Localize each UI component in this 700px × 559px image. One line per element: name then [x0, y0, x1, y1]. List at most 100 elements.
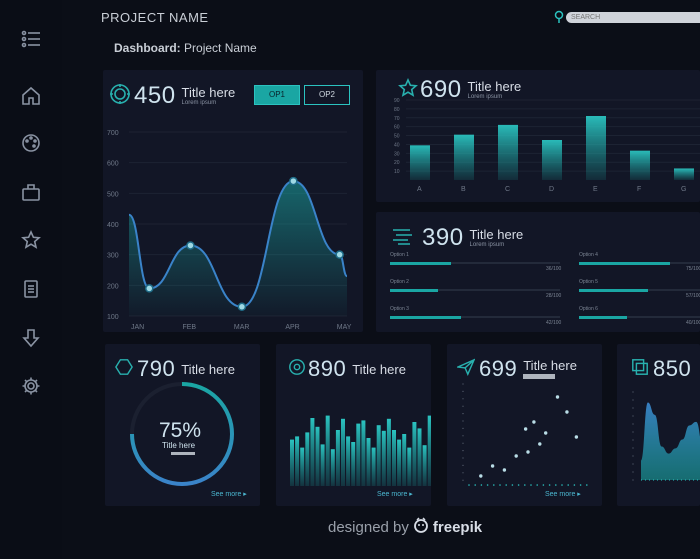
data-point: [289, 176, 298, 186]
search-bar[interactable]: [553, 9, 700, 25]
y-tick-label: 80: [394, 107, 400, 113]
y-tick-label: 200: [107, 283, 119, 290]
x-axis-tick: [548, 484, 551, 486]
scatter-point: [523, 427, 528, 431]
x-axis-tick: [524, 484, 526, 486]
breadcrumb-label: Dashboard:: [114, 41, 181, 55]
y-tick-label: 100: [107, 314, 119, 321]
bar-title: Title here: [467, 79, 522, 94]
y-axis-tick: [632, 479, 634, 481]
donut-arc: [130, 382, 234, 486]
option-progress-fill: [579, 288, 648, 292]
scatter-point: [532, 420, 536, 424]
donut-percent: 75%: [159, 419, 202, 442]
see-more-link[interactable]: See more ▸: [377, 491, 413, 498]
y-tick-label: 400: [107, 222, 119, 229]
x-axis-tick: [511, 484, 514, 486]
briefcase-icon[interactable]: [19, 180, 43, 204]
main-area-chart: 100 200 300 400 500 600 700 JAN FEB MAR APR MAY: [107, 130, 352, 331]
option-value: 36/100: [546, 266, 562, 272]
y-axis-tick: [462, 457, 464, 459]
y-tick-label: 50: [394, 134, 400, 140]
document-icon[interactable]: [19, 277, 43, 301]
options-value: 390: [422, 224, 464, 251]
sun-icon: [288, 358, 306, 381]
y-axis-tick: [632, 415, 634, 417]
footer-prefix: designed by: [328, 518, 409, 536]
breadcrumb: Dashboard: Project Name: [114, 41, 257, 55]
footer-brand: freepik: [432, 518, 483, 536]
donut-title: Title here: [181, 361, 235, 377]
y-tick-label: 500: [107, 191, 119, 198]
column-bar: [371, 447, 376, 486]
y-axis-tick: [462, 472, 464, 474]
paper-plane-icon: [455, 357, 476, 381]
download-icon[interactable]: [19, 326, 43, 350]
options-panel: 390 Title here Lorem ipsum Option 1 36/10…: [376, 212, 700, 332]
columns-chart: [290, 415, 431, 486]
column-bar: [295, 436, 300, 486]
main-chart-panel: 450 Title here Lorem ipsum OP1 OP2 100 20…: [103, 70, 363, 332]
x-axis-tick: [579, 484, 582, 486]
x-tick-label: D: [549, 186, 554, 193]
bar-subtitle: Lorem ipsum: [467, 94, 503, 100]
op1-button[interactable]: OP1: [254, 85, 300, 105]
column-bar: [427, 415, 431, 486]
x-axis-tick: [474, 484, 476, 486]
location-pin-icon: [553, 10, 565, 24]
option-value: 57/100: [686, 293, 700, 299]
home-icon[interactable]: [19, 84, 43, 108]
donut-panel: 790 Title here 75% Title here See more ▸: [105, 344, 260, 506]
option-value: 42/100: [546, 320, 562, 326]
column-bar: [335, 430, 340, 486]
data-point: [335, 250, 344, 259]
gear-icon[interactable]: [19, 374, 43, 398]
y-axis-tick: [632, 391, 634, 393]
hexagon-icon: [115, 358, 133, 381]
option-progress-fill: [390, 315, 462, 319]
column-bar: [320, 444, 325, 486]
bar: [630, 150, 650, 180]
layers-icon: [390, 226, 414, 251]
y-axis-tick: [462, 479, 464, 481]
area-fill: [641, 402, 700, 480]
y-axis-tick: [462, 413, 464, 415]
menu-icon[interactable]: [19, 27, 43, 51]
y-axis-tick: [462, 450, 464, 452]
see-more-link[interactable]: See more ▸: [545, 491, 581, 498]
column-bar: [417, 428, 422, 486]
x-axis-tick: [480, 484, 483, 486]
x-tick-label: JAN: [131, 324, 144, 331]
donut-value: 790: [137, 356, 176, 381]
y-axis-tick: [462, 464, 464, 466]
area2-chart: [632, 391, 700, 481]
column-bar: [330, 449, 335, 486]
search-input[interactable]: [566, 12, 700, 23]
option-progress-fill: [579, 261, 670, 265]
option-progress-fill: [390, 288, 438, 292]
column-bar: [381, 430, 386, 486]
y-axis-tick: [462, 383, 464, 385]
column-bar: [376, 425, 381, 486]
scatter-point: [555, 395, 560, 399]
option-label: Option 2: [390, 279, 409, 285]
y-axis-tick: [462, 398, 464, 400]
x-axis-tick: [530, 484, 532, 486]
y-tick-label: 10: [394, 169, 400, 175]
see-more-link[interactable]: See more ▸: [211, 491, 247, 498]
column-bar: [361, 420, 366, 486]
star-icon[interactable]: [19, 228, 43, 252]
bar: [498, 124, 518, 180]
columns-title: Title here: [352, 361, 406, 377]
x-axis-tick: [586, 484, 588, 486]
x-tick-label: FEB: [182, 324, 196, 331]
star-icon: [398, 77, 418, 103]
scatter-point: [565, 410, 569, 414]
op2-button[interactable]: OP2: [304, 85, 350, 105]
palette-icon[interactable]: [19, 131, 43, 155]
option-label: Option 1: [390, 252, 409, 258]
y-tick-label: 90: [394, 98, 400, 104]
scatter-point: [574, 435, 579, 439]
y-axis-tick: [632, 463, 634, 465]
y-tick-label: 300: [107, 253, 119, 260]
